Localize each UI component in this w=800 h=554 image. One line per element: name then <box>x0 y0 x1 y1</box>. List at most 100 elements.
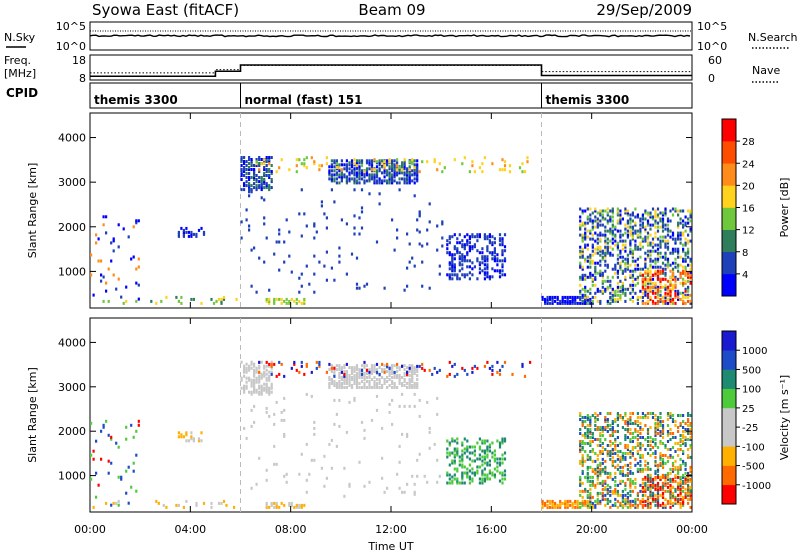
echo-cell <box>654 273 657 277</box>
echo-cell <box>631 295 634 299</box>
echo-cell <box>651 223 655 227</box>
echo-cell <box>496 257 499 261</box>
echo-cell <box>589 261 592 265</box>
echo-cell <box>609 450 612 453</box>
echo-cell <box>313 432 316 436</box>
echo-cell <box>268 188 271 192</box>
echo-cell <box>233 505 236 509</box>
echo-cell <box>619 469 622 473</box>
echo-cell <box>671 287 675 291</box>
colorbar-segment <box>722 350 736 370</box>
echo-cell <box>589 455 592 459</box>
echo-cell <box>491 235 494 239</box>
colorbar-tick-label: 25 <box>742 404 755 415</box>
echo-cell <box>551 299 554 303</box>
echo-cell <box>453 453 456 457</box>
echo-cell <box>661 261 665 265</box>
echo-cell <box>609 428 612 431</box>
echo-cell <box>596 475 599 479</box>
echo-cell <box>338 376 341 379</box>
echo-cell <box>468 259 471 263</box>
echo-cell <box>596 414 599 417</box>
echo-cell <box>651 241 655 245</box>
echo-cell <box>325 226 328 230</box>
echo-cell <box>451 364 454 368</box>
echo-cell <box>305 442 308 446</box>
echo-cell <box>250 366 253 370</box>
echo-cell <box>669 219 672 223</box>
echo-cell <box>401 177 404 181</box>
echo-cell <box>413 194 416 198</box>
echo-cell <box>666 459 670 463</box>
echo-cell <box>413 163 416 167</box>
echo-cell <box>295 503 298 507</box>
echo-cell <box>599 469 602 473</box>
echo-cell <box>345 374 348 377</box>
echo-cell <box>644 467 647 471</box>
echo-cell <box>190 431 193 435</box>
echo-cell <box>639 455 642 459</box>
echo-cell <box>651 438 655 441</box>
echo-cell <box>355 286 359 290</box>
echo-cell <box>616 499 619 503</box>
echo-cell <box>624 457 627 461</box>
echo-cell <box>358 460 361 464</box>
echo-cell <box>656 265 660 269</box>
echo-cell <box>388 374 391 377</box>
echo-cell <box>661 255 665 259</box>
echo-cell <box>486 461 489 465</box>
echo-cell <box>325 278 328 282</box>
echo-cell <box>571 501 574 505</box>
echo-cell <box>604 479 607 483</box>
echo-cell <box>340 366 343 370</box>
echo-cell <box>451 277 454 281</box>
echo-cell <box>581 448 584 451</box>
echo-cell <box>677 269 680 273</box>
echo-cell <box>651 207 655 211</box>
echo-cell <box>644 275 647 279</box>
echo-cell <box>453 253 456 257</box>
echo-cell <box>586 479 589 483</box>
echo-cell <box>689 485 692 489</box>
echo-cell <box>448 267 451 271</box>
echo-cell <box>180 433 183 437</box>
echo-cell <box>624 428 627 431</box>
echo-cell <box>268 378 271 382</box>
echo-cell <box>589 491 592 495</box>
echo-cell <box>679 487 682 491</box>
echo-cell <box>330 163 333 167</box>
echo-cell <box>594 265 597 269</box>
echo-cell <box>589 420 592 423</box>
echo-cell <box>298 503 301 507</box>
echo-cell <box>388 158 391 162</box>
echo-cell <box>443 166 446 170</box>
echo-cell <box>651 237 655 241</box>
echo-cell <box>471 445 474 449</box>
echo-cell <box>258 256 261 260</box>
echo-cell <box>448 473 451 477</box>
echo-cell <box>669 485 672 489</box>
echo-cell <box>636 275 639 279</box>
echo-cell <box>391 368 394 372</box>
echo-cell <box>458 277 461 281</box>
echo-cell <box>353 380 356 383</box>
echo-cell <box>338 364 341 368</box>
echo-cell <box>338 384 341 387</box>
echo-cell <box>368 175 371 179</box>
echo-cell <box>564 503 567 507</box>
echo-cell <box>646 293 650 297</box>
echo-cell <box>253 390 256 394</box>
echo-cell <box>591 211 594 215</box>
echo-cell <box>656 499 660 503</box>
echo-cell <box>606 241 609 245</box>
echo-cell <box>649 440 652 443</box>
echo-cell <box>651 495 655 499</box>
echo-cell <box>631 237 634 241</box>
echo-cell <box>654 471 657 475</box>
echo-cell <box>458 257 461 261</box>
echo-cell <box>677 430 680 433</box>
echo-cell <box>150 299 153 303</box>
echo-cell <box>679 491 682 495</box>
echo-cell <box>687 271 690 275</box>
echo-cell <box>609 301 612 305</box>
